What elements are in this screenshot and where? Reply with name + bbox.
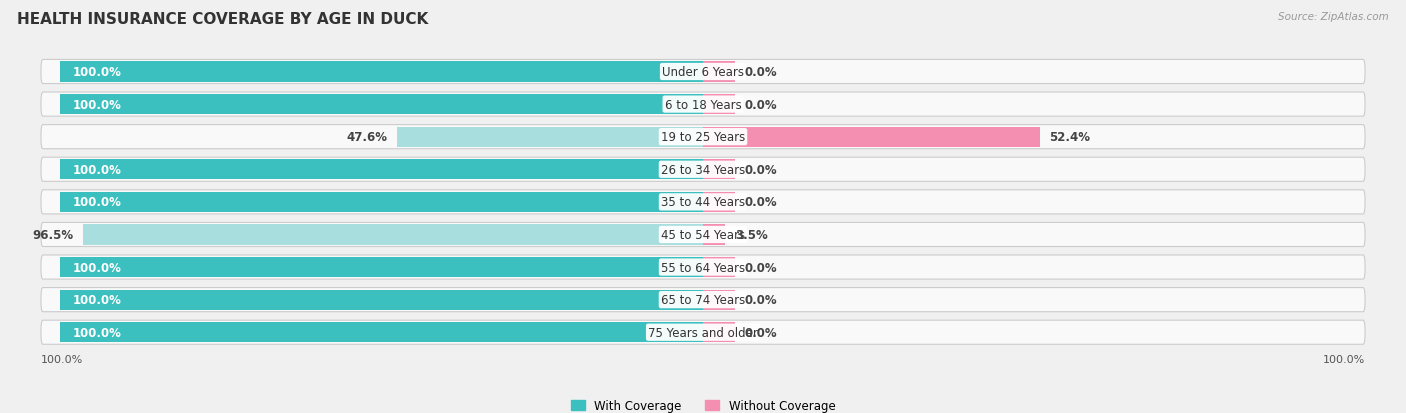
Text: Source: ZipAtlas.com: Source: ZipAtlas.com	[1278, 12, 1389, 22]
Bar	[703, 160, 735, 180]
FancyBboxPatch shape	[41, 60, 1365, 84]
Text: 19 to 25 Years: 19 to 25 Years	[661, 131, 745, 144]
Text: 0.0%: 0.0%	[745, 98, 778, 112]
Text: HEALTH INSURANCE COVERAGE BY AGE IN DUCK: HEALTH INSURANCE COVERAGE BY AGE IN DUCK	[17, 12, 427, 27]
Text: 96.5%: 96.5%	[32, 228, 73, 241]
FancyBboxPatch shape	[41, 125, 1365, 150]
Bar	[83, 225, 703, 245]
Bar	[703, 225, 725, 245]
Bar	[703, 290, 735, 310]
FancyBboxPatch shape	[41, 320, 1365, 344]
Bar	[703, 322, 735, 342]
Text: 100.0%: 100.0%	[73, 326, 122, 339]
Text: 55 to 64 Years: 55 to 64 Years	[661, 261, 745, 274]
Text: 6 to 18 Years: 6 to 18 Years	[665, 98, 741, 112]
Bar	[60, 290, 703, 310]
Text: 52.4%: 52.4%	[1049, 131, 1091, 144]
FancyBboxPatch shape	[41, 255, 1365, 280]
Text: Under 6 Years: Under 6 Years	[662, 66, 744, 79]
Text: 100.0%: 100.0%	[1323, 354, 1365, 364]
FancyBboxPatch shape	[41, 190, 1365, 214]
FancyBboxPatch shape	[41, 288, 1365, 312]
Legend: With Coverage, Without Coverage: With Coverage, Without Coverage	[565, 394, 841, 413]
Bar	[60, 62, 703, 83]
Bar	[60, 322, 703, 342]
Text: 65 to 74 Years: 65 to 74 Years	[661, 293, 745, 306]
FancyBboxPatch shape	[41, 158, 1365, 182]
Bar	[703, 62, 735, 83]
FancyBboxPatch shape	[41, 93, 1365, 117]
Bar	[396, 127, 703, 147]
Bar	[703, 192, 735, 212]
Text: 35 to 44 Years: 35 to 44 Years	[661, 196, 745, 209]
Text: 45 to 54 Years: 45 to 54 Years	[661, 228, 745, 241]
Bar	[703, 257, 735, 278]
FancyBboxPatch shape	[41, 223, 1365, 247]
Bar	[60, 160, 703, 180]
Bar	[60, 95, 703, 115]
Text: 0.0%: 0.0%	[745, 66, 778, 79]
Text: 0.0%: 0.0%	[745, 293, 778, 306]
Text: 0.0%: 0.0%	[745, 164, 778, 176]
Bar	[60, 257, 703, 278]
Text: 75 Years and older: 75 Years and older	[648, 326, 758, 339]
Text: 0.0%: 0.0%	[745, 196, 778, 209]
Text: 100.0%: 100.0%	[73, 196, 122, 209]
Bar	[703, 95, 735, 115]
Text: 0.0%: 0.0%	[745, 326, 778, 339]
Text: 26 to 34 Years: 26 to 34 Years	[661, 164, 745, 176]
Text: 100.0%: 100.0%	[73, 98, 122, 112]
Text: 100.0%: 100.0%	[73, 261, 122, 274]
Text: 47.6%: 47.6%	[346, 131, 388, 144]
Bar	[703, 127, 1040, 147]
Text: 100.0%: 100.0%	[73, 164, 122, 176]
Bar	[60, 192, 703, 212]
Text: 100.0%: 100.0%	[73, 293, 122, 306]
Text: 0.0%: 0.0%	[745, 261, 778, 274]
Text: 100.0%: 100.0%	[73, 66, 122, 79]
Text: 100.0%: 100.0%	[41, 354, 83, 364]
Text: 3.5%: 3.5%	[735, 228, 768, 241]
